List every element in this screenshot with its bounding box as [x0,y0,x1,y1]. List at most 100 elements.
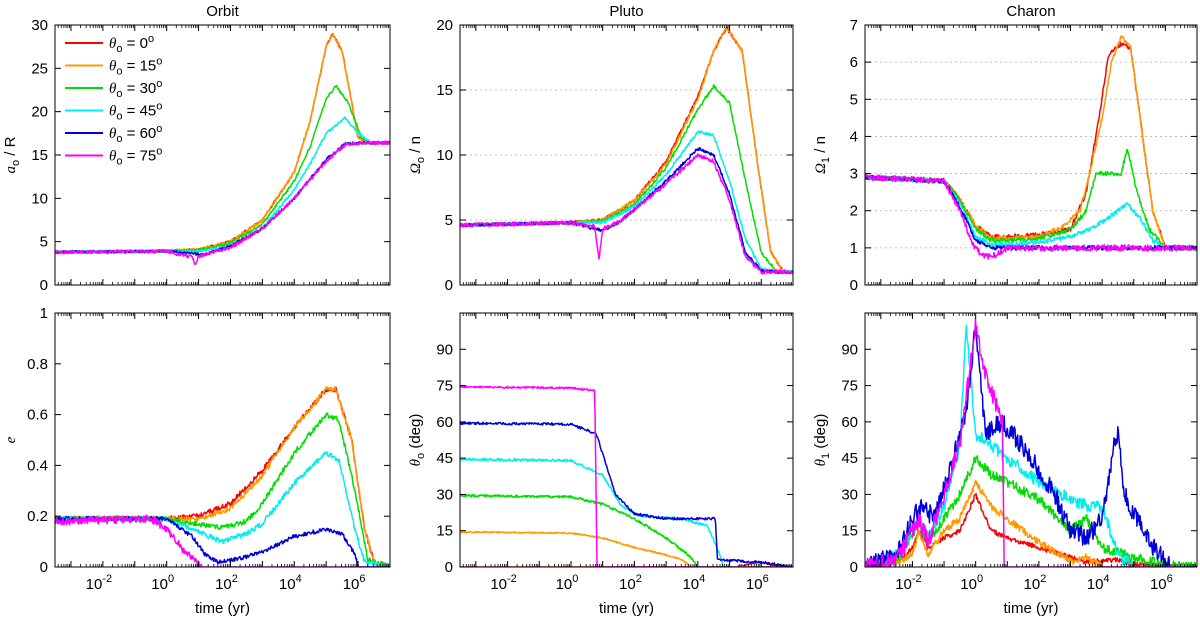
series-line-4 [55,450,390,567]
x-tick-label: 10-2 [895,573,921,593]
panel-title: Orbit [206,3,239,20]
plot-frame [864,312,1198,568]
y-tick-label: 20 [436,17,453,34]
y-tick-label: 6 [850,54,858,71]
series-line-2 [865,479,1197,567]
series-line-6 [460,385,793,567]
x-axis-label: time (yr) [195,600,250,617]
legend-label: θo = 0o [109,33,154,55]
x-tick-label: 10-2 [490,573,516,593]
series-line-3 [55,412,390,567]
y-tick-label: 60 [841,414,858,431]
panel-2: 0 5 10 15 20 Pluto Ωo / n [407,3,794,294]
y-tick-label: 60 [436,414,453,431]
x-tick-label: 106 [1150,573,1173,593]
y-axis-label: e [3,436,19,443]
series-line-4 [460,457,793,567]
legend-label: θo = 60o [109,123,162,145]
legend-label: θo = 45o [109,101,162,123]
x-tick-label: 106 [746,573,769,593]
y-tick-label: 0 [850,277,858,294]
series-line-1 [460,26,793,274]
x-tick-label: 104 [279,573,302,593]
y-tick-label: 15 [436,82,453,99]
legend-label: θo = 30o [109,78,162,100]
y-tick-label: 75 [436,378,453,395]
panel-3: 0 1 2 3 4 5 6 7 Charon Ω1 / n [812,3,1198,294]
y-tick-label: 45 [841,450,858,467]
y-tick-label: 0 [40,559,48,576]
x-tick-label: 104 [1087,573,1110,593]
y-tick-label: 0.8 [27,356,48,373]
x-tick-label: 102 [215,573,238,593]
y-tick-label: 10 [31,190,48,207]
x-tick-label: 102 [1023,573,1046,593]
y-tick-label: 2 [850,203,858,220]
y-tick-label: 1 [40,305,48,322]
x-tick-label: 10-2 [86,573,112,593]
y-tick-label: 30 [436,486,453,503]
x-tick-label: 104 [682,573,705,593]
series-line-6 [55,140,390,266]
x-tick-label: 102 [619,573,642,593]
series-line-5 [460,421,793,567]
y-tick-label: 5 [445,212,453,229]
y-tick-label: 15 [841,523,858,540]
y-tick-label: 15 [436,523,453,540]
series-line-2 [55,33,390,254]
panel-title: Charon [1006,3,1055,20]
x-axis-label: time (yr) [599,600,654,617]
y-tick-label: 7 [850,17,858,34]
series-line-3 [55,84,390,254]
x-tick-label: 100 [556,573,579,593]
y-tick-label: 15 [31,147,48,164]
series-line-3 [460,493,793,567]
series-line-2 [460,530,793,567]
y-tick-label: 20 [31,104,48,121]
y-axis-label: Ωo / n [407,136,427,174]
y-tick-label: 4 [850,128,858,145]
panel-title: Pluto [609,3,643,20]
y-tick-label: 0 [40,277,48,294]
y-tick-label: 0.6 [27,407,48,424]
plot-frame [459,312,794,568]
y-tick-label: 0.4 [27,457,48,474]
y-axis-label: ao / R [2,136,22,173]
y-tick-label: 75 [841,378,858,395]
legend-label: θo = 75o [109,146,162,168]
x-tick-label: 100 [151,573,174,593]
y-tick-label: 0 [445,559,453,576]
series-line-5 [55,140,390,257]
y-tick-label: 90 [436,341,453,358]
series-line-2 [865,35,1197,251]
x-tick-label: 106 [343,573,366,593]
y-tick-label: 0 [850,559,858,576]
series-line-1 [55,32,390,254]
x-tick-label: 100 [960,573,983,593]
y-tick-label: 5 [40,234,48,251]
y-axis-label: Ω1 / n [812,136,832,174]
y-axis-label: θo (deg) [407,414,427,467]
y-tick-label: 3 [850,166,858,183]
series-line-2 [460,27,793,275]
y-tick-label: 30 [31,17,48,34]
y-tick-label: 5 [850,91,858,108]
x-axis-label: time (yr) [1004,600,1059,617]
y-tick-label: 1 [850,240,858,257]
y-tick-label: 0 [445,277,453,294]
panel-4: 10-2 100 102 104 106 0 0.2 0.4 0.6 0.8 1 time (yr) e [3,305,391,617]
y-tick-label: 10 [436,147,453,164]
legend-label: θo = 15o [109,56,162,78]
plot-frame [54,312,391,568]
y-tick-label: 0.2 [27,508,48,525]
series-line-6 [55,514,390,567]
series-line-5 [865,322,1197,567]
plot-frame [864,24,1198,286]
y-tick-label: 90 [841,341,858,358]
series-line-6 [460,153,793,275]
panel-5: 10-2 100 102 104 106 0 15 30 45 60 75 90 time (yr) θo… [407,312,794,617]
